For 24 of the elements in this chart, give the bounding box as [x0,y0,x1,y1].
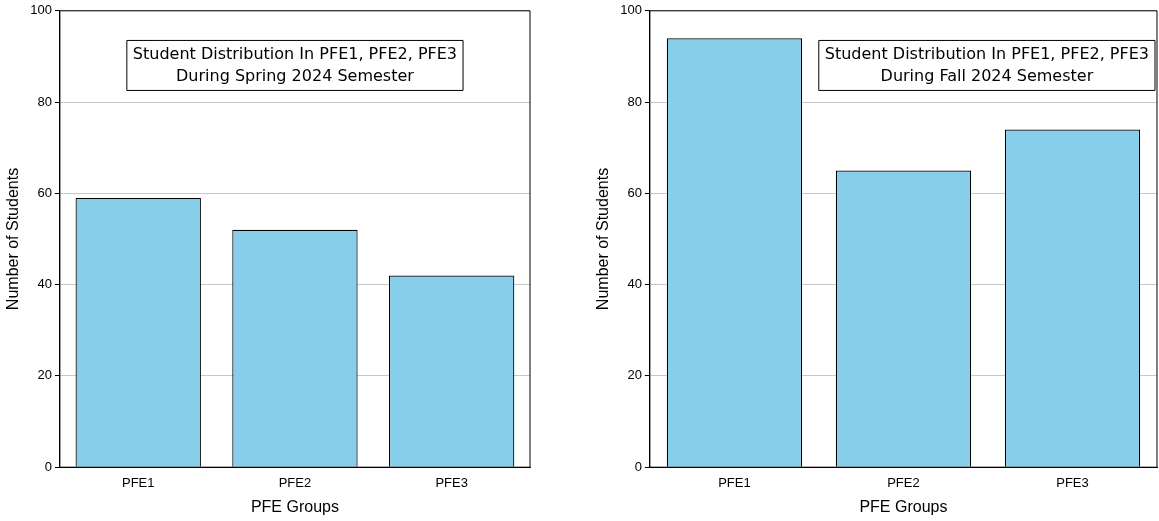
y-tick-label: 100 [30,2,52,18]
y-tick-label: 60 [627,184,642,200]
x-axis-title: PFE Groups [859,497,948,515]
x-tick-label: PFE3 [435,474,468,490]
y-tick-label: 40 [627,276,642,292]
x-axis-title: PFE Groups [250,497,339,515]
x-tick-label: PFE1 [121,474,155,490]
x-tick-label: PFE1 [718,474,751,490]
y-tick-label: 20 [37,367,52,383]
y-tick-label: 60 [37,184,52,200]
text: Student Distribution In PFE1, PFE2, PFE3 During Fall 2024 Semester [824,43,1149,85]
y-tick-label: 0 [634,458,642,474]
text: Student Distribution In PFE1, PFE2, PFE3 During Spring 2024 Semester [132,43,458,85]
y-tick-label: 20 [627,367,642,383]
y-tick-label: 80 [627,93,642,109]
x-tick-label: PFE3 [1056,474,1089,490]
x-tick-label: PFE2 [887,474,920,490]
y-tick-label: 0 [44,458,52,474]
y-axis-title: Number of Students [594,167,612,311]
y-axis-title: Number of Students [4,167,22,311]
y-tick-label: 40 [37,276,52,292]
y-tick-label: 80 [37,93,52,109]
x-tick-label: PFE2 [278,474,312,490]
y-tick-label: 100 [620,2,642,18]
